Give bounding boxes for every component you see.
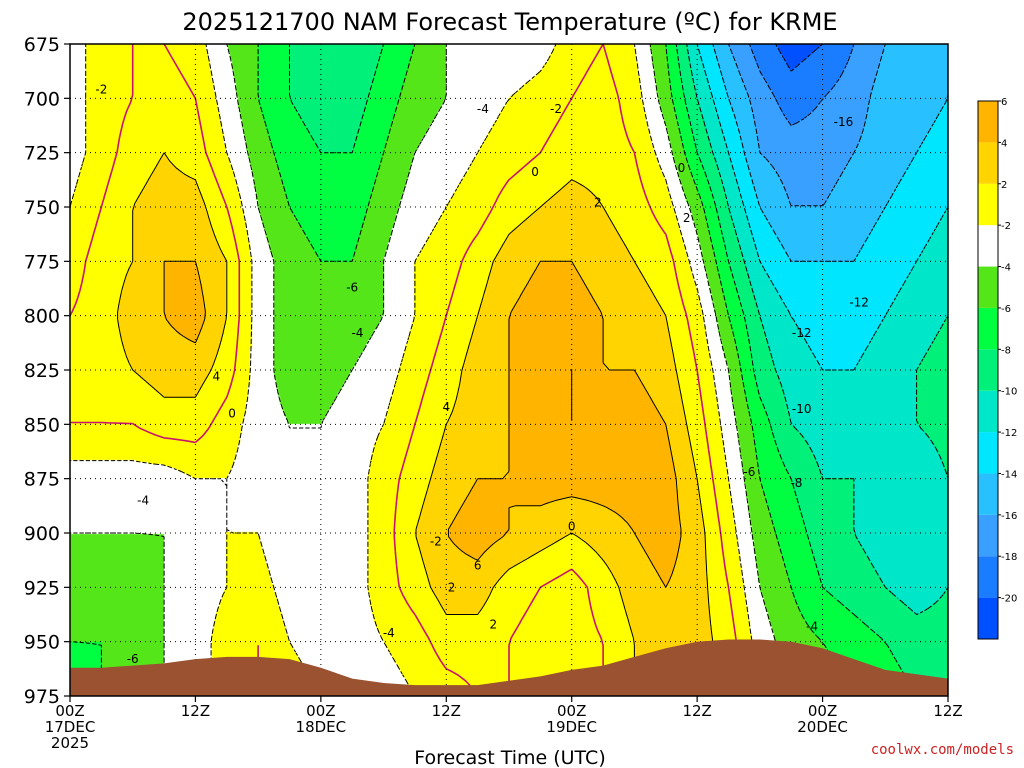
contour-label: -4 (383, 626, 395, 640)
contour-line-m2 (69, 43, 761, 697)
contour-line-m18 (748, 43, 855, 126)
x-tick-label: 00Z (55, 702, 84, 720)
colorbar-segment (978, 349, 998, 391)
colorbar-label: -12 (1001, 428, 1017, 439)
colorbar-label: -18 (1001, 552, 1017, 563)
colorbar-label: -20 (1001, 594, 1017, 605)
colorbar-segment (978, 514, 998, 557)
colorbar-label: -2 (1001, 221, 1011, 232)
colorbar-segment (978, 432, 998, 474)
colorbar-label: -10 (1001, 387, 1017, 398)
contour-label: -2 (430, 535, 442, 549)
contour-label: -10 (792, 402, 812, 416)
y-tick-label: 975 (24, 686, 60, 708)
y-tick-label: 950 (24, 632, 60, 654)
colorbar-label: 4 (1001, 138, 1007, 149)
contour-label: 2 (594, 196, 602, 210)
colorbar-label: 6 (1001, 97, 1007, 108)
terrain-fill (70, 639, 948, 696)
contour-line-m12 (696, 43, 949, 371)
contour-line-m16 (728, 43, 886, 207)
contour-line-m4 (70, 43, 792, 697)
contour-label: -16 (834, 115, 854, 129)
contour-label: 4 (442, 400, 450, 414)
contour-label: -6 (743, 465, 755, 479)
colorbar-segment (978, 142, 998, 184)
contour-label: -2 (95, 83, 107, 97)
chart-title: 2025121700 NAM Forecast Temperature (ºC)… (182, 8, 837, 36)
colorbar-segment (978, 597, 998, 639)
contour-label: -12 (792, 326, 812, 340)
colorbar-segment (978, 307, 998, 350)
contour-label: 0 (568, 519, 576, 533)
x-tick-label: 20DEC (797, 718, 848, 736)
y-tick-label: 775 (24, 251, 60, 273)
y-tick-label: 875 (24, 469, 60, 491)
contour-label: -6 (127, 652, 139, 666)
x-tick-label: 17DEC (45, 718, 96, 736)
contour-label: -12 (849, 296, 869, 310)
colorbar-segment (978, 266, 998, 308)
contour-label: -4 (806, 619, 818, 633)
contour-label: 2 (448, 580, 456, 594)
contour-label: -4 (137, 493, 149, 507)
colorbar-segment (978, 183, 998, 226)
y-tick-label: 925 (24, 577, 60, 599)
contour-label: -6 (346, 280, 358, 294)
contour-label: 6 (474, 559, 482, 573)
y-tick-label: 825 (24, 360, 60, 382)
colorbar-frame (977, 100, 999, 640)
x-tick-label: 12Z (432, 702, 461, 720)
contour-label: -2 (550, 102, 562, 116)
colorbar: -20 -18 -16 -14 -12 -10 -8 -6 -4 -2 2 4 6 (977, 97, 1017, 640)
colorbar-label: -16 (1001, 511, 1017, 522)
colorbar-label: 2 (1001, 180, 1007, 191)
contour-line-4 (163, 260, 682, 588)
contour-label: 4 (213, 370, 221, 384)
colorbar-label: -14 (1001, 469, 1017, 480)
y-tick-label: 725 (24, 143, 60, 165)
contour-label: 2 (683, 211, 691, 225)
contour-line-2 (117, 152, 729, 697)
x-tick-label: 00Z (557, 702, 586, 720)
y-tick-label: 850 (24, 414, 60, 436)
y-tick-label: 900 (24, 523, 60, 545)
y-tick-label: 700 (24, 88, 60, 110)
x-axis-label: Forecast Time (UTC) (414, 747, 605, 768)
x-tick-label: 00Z (808, 702, 837, 720)
plot-area: -2 4 0 -4 -6 -6 -4 -2 -4 -4 -2 0 2 4 6 0 2 2 0 2 -16 -12 -12 -1… (69, 43, 949, 697)
contour-label: 0 (531, 165, 539, 179)
colorbar-segment (978, 101, 998, 143)
x-tick-label: 12Z (181, 702, 210, 720)
credit-text: coolwx.com/models (871, 742, 1014, 758)
contour-label: 0 (228, 406, 236, 420)
contour-label: -8 (790, 476, 802, 490)
y-axis: 675 700 725 750 775 800 825 850 875 900 925 950 975 (24, 34, 70, 708)
contour-line-m20 (775, 43, 823, 72)
contour-label: 0 (678, 161, 686, 175)
colorbar-label: -6 (1001, 304, 1011, 315)
colorbar-label: -8 (1001, 345, 1011, 356)
x-tick-label: 2025 (51, 734, 89, 752)
contour-line-m14 (712, 43, 949, 262)
colorbar-segment (978, 225, 998, 267)
x-tick-label: 12Z (933, 702, 962, 720)
colorbar-label: -4 (1001, 263, 1011, 274)
contour-label: 2 (490, 617, 498, 631)
y-tick-label: 800 (24, 306, 60, 328)
contour-label: -4 (477, 102, 489, 116)
colorbar-segment (978, 473, 998, 515)
colorbar-segment (978, 390, 998, 433)
x-tick-label: 12Z (682, 702, 711, 720)
y-tick-label: 750 (24, 197, 60, 219)
x-tick-label: 00Z (306, 702, 335, 720)
y-tick-label: 675 (24, 34, 60, 56)
x-tick-label: 19DEC (546, 718, 597, 736)
contour-label: -4 (351, 326, 363, 340)
colorbar-segment (978, 556, 998, 598)
x-tick-label: 18DEC (296, 718, 347, 736)
